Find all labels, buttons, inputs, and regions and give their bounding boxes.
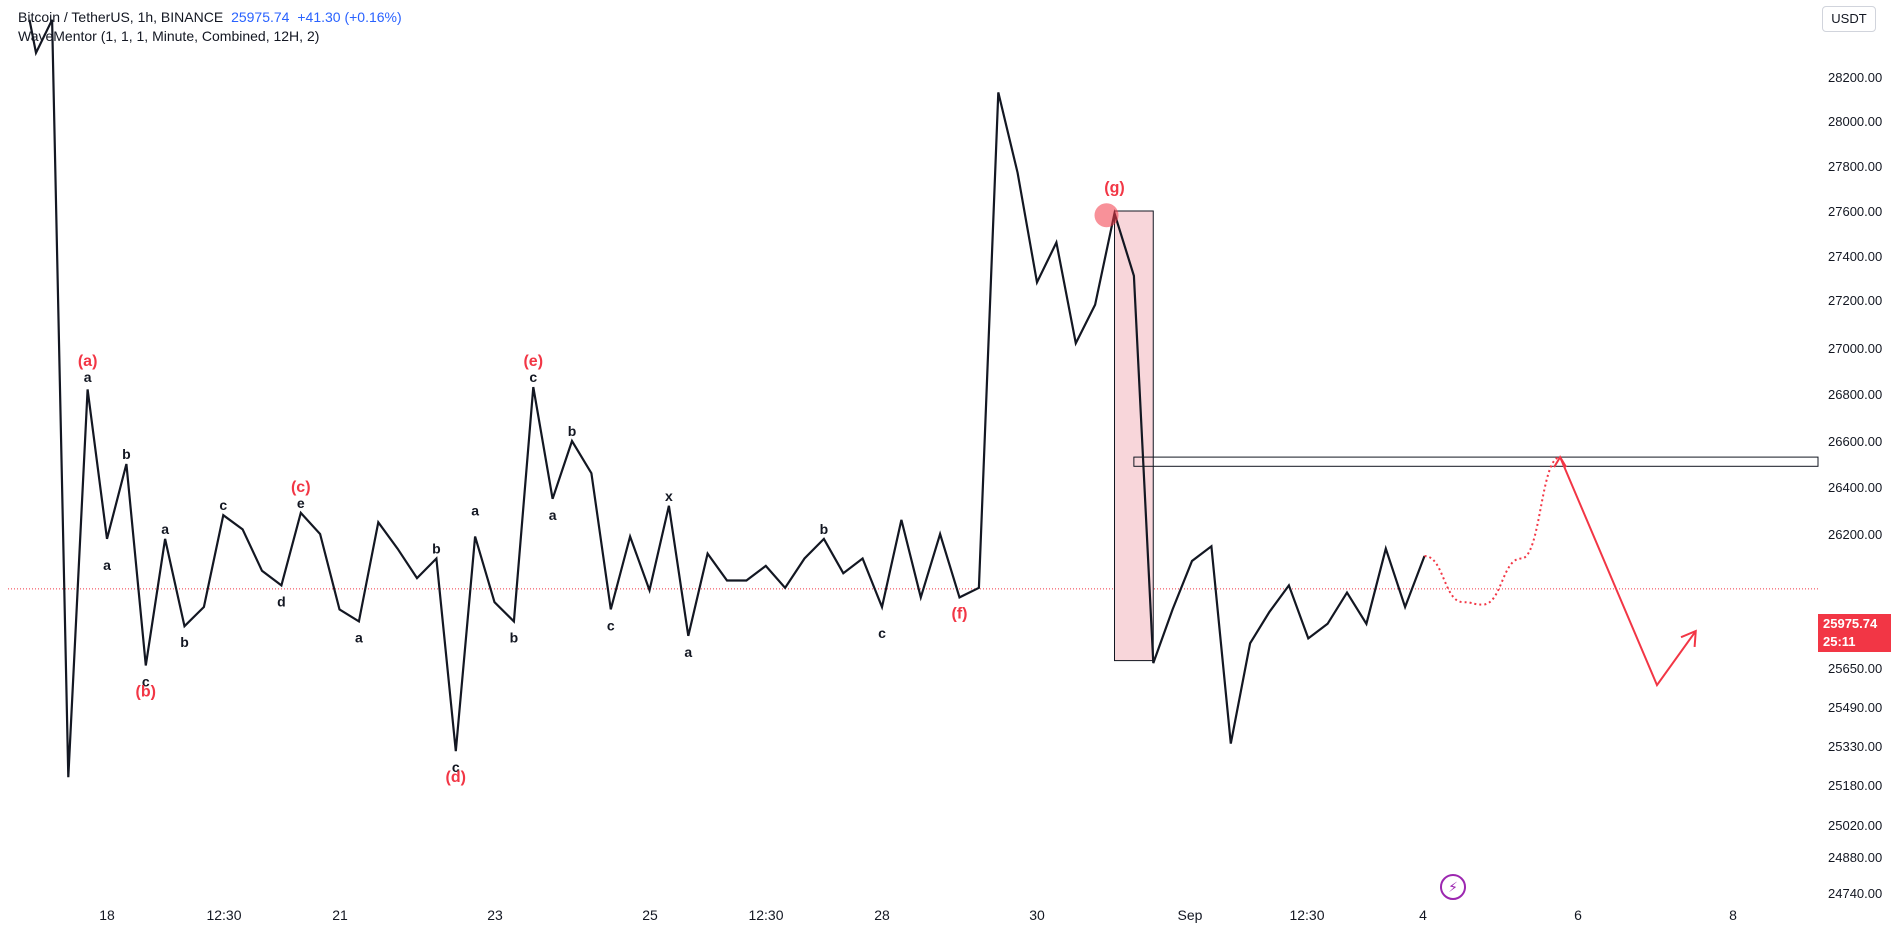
wave-label[interactable]: b: [432, 541, 441, 557]
y-tick-label: 26400.00: [1828, 480, 1882, 495]
wave-label[interactable]: x: [665, 488, 673, 504]
symbol-row: Bitcoin / TetherUS, 1h, BINANCE 25975.74…: [18, 8, 402, 27]
x-tick-label: 30: [1029, 907, 1045, 923]
wave-label[interactable]: (a): [78, 353, 98, 370]
y-tick-label: 25330.00: [1828, 739, 1882, 754]
wave-label[interactable]: b: [568, 423, 577, 439]
wave-label[interactable]: a: [684, 644, 692, 660]
y-tick-label: 24740.00: [1828, 886, 1882, 901]
x-tick-label: 12:30: [1289, 907, 1324, 923]
wave-label[interactable]: c: [607, 617, 615, 633]
wave-label[interactable]: b: [820, 521, 829, 537]
wave-label[interactable]: b: [122, 446, 131, 462]
wave-label[interactable]: (g): [1104, 179, 1124, 196]
y-tick-label: 26200.00: [1828, 527, 1882, 542]
wave-label[interactable]: a: [103, 557, 111, 573]
x-tick-label: 18: [99, 907, 115, 923]
wave-label[interactable]: (f): [952, 605, 968, 622]
y-tick-label: 27800.00: [1828, 159, 1882, 174]
bar-countdown: 25:11: [1823, 634, 1856, 649]
projection-solid-path[interactable]: [1559, 456, 1697, 688]
y-tick-label: 25020.00: [1828, 818, 1882, 833]
legend-price: 25975.74: [231, 9, 290, 25]
x-tick-label: 23: [487, 907, 503, 923]
y-tick-label: 24880.00: [1828, 850, 1882, 865]
wave-label[interactable]: a: [471, 502, 479, 518]
last-price-tag: 25975.74 25:11: [1818, 614, 1891, 652]
wave-label[interactable]: c: [878, 625, 886, 641]
x-tick-label: 12:30: [206, 907, 241, 923]
last-price-value: 25975.74: [1823, 616, 1878, 631]
resistance-zone[interactable]: [1133, 456, 1819, 467]
x-tick-label: 4: [1419, 907, 1427, 923]
wave-label[interactable]: b: [510, 629, 519, 645]
y-tick-label: 28000.00: [1828, 114, 1882, 129]
y-tick-label: 28200.00: [1828, 70, 1882, 85]
wave-g-marker[interactable]: [1094, 203, 1119, 228]
wave-label[interactable]: a: [161, 521, 169, 537]
wave-label[interactable]: (d): [446, 769, 466, 786]
indicator-title[interactable]: WaveMentor (1, 1, 1, Minute, Combined, 1…: [18, 28, 320, 44]
y-tick-label: 27400.00: [1828, 249, 1882, 264]
price-line[interactable]: [28, 19, 1426, 778]
x-tick-label: 6: [1574, 907, 1582, 923]
wave-label[interactable]: c: [142, 674, 150, 690]
symbol-title[interactable]: Bitcoin / TetherUS, 1h, BINANCE: [18, 9, 224, 25]
y-tick-label: 25490.00: [1828, 700, 1882, 715]
x-tick-label: Sep: [1178, 907, 1203, 923]
currency-button[interactable]: USDT: [1822, 6, 1876, 32]
wave-label[interactable]: a: [355, 629, 363, 645]
wave-label[interactable]: c: [529, 369, 537, 385]
lightning-logo-icon[interactable]: ⚡: [1440, 874, 1466, 900]
chart-legend: Bitcoin / TetherUS, 1h, BINANCE 25975.74…: [18, 8, 402, 46]
wave-label[interactable]: d: [277, 593, 286, 609]
wave-label[interactable]: (c): [291, 479, 311, 496]
wave-label[interactable]: e: [297, 495, 305, 511]
y-tick-label: 25180.00: [1828, 778, 1882, 793]
wave-label[interactable]: b: [180, 634, 189, 650]
x-tick-label: 28: [874, 907, 890, 923]
wave-label[interactable]: a: [549, 507, 557, 523]
wave-label[interactable]: c: [219, 497, 227, 513]
y-tick-label: 26600.00: [1828, 434, 1882, 449]
x-tick-label: 25: [642, 907, 658, 923]
wave-label[interactable]: (b): [136, 684, 156, 701]
wave-label[interactable]: c: [452, 759, 460, 775]
y-tick-label: 27200.00: [1828, 293, 1882, 308]
y-tick-label: 25650.00: [1828, 661, 1882, 676]
projection-peak-arrowhead: [1553, 455, 1567, 468]
wave-label[interactable]: a: [84, 369, 92, 385]
y-tick-label: 27000.00: [1828, 341, 1882, 356]
projection-arrowhead: [1680, 629, 1697, 648]
legend-change: +41.30 (+0.16%): [297, 9, 402, 25]
x-tick-label: 8: [1729, 907, 1737, 923]
y-tick-label: 26800.00: [1828, 387, 1882, 402]
x-tick-label: 12:30: [748, 907, 783, 923]
projection-dotted-path[interactable]: [1424, 456, 1561, 606]
y-tick-label: 27600.00: [1828, 204, 1882, 219]
x-tick-label: 21: [332, 907, 348, 923]
wave-label[interactable]: (e): [523, 353, 543, 370]
